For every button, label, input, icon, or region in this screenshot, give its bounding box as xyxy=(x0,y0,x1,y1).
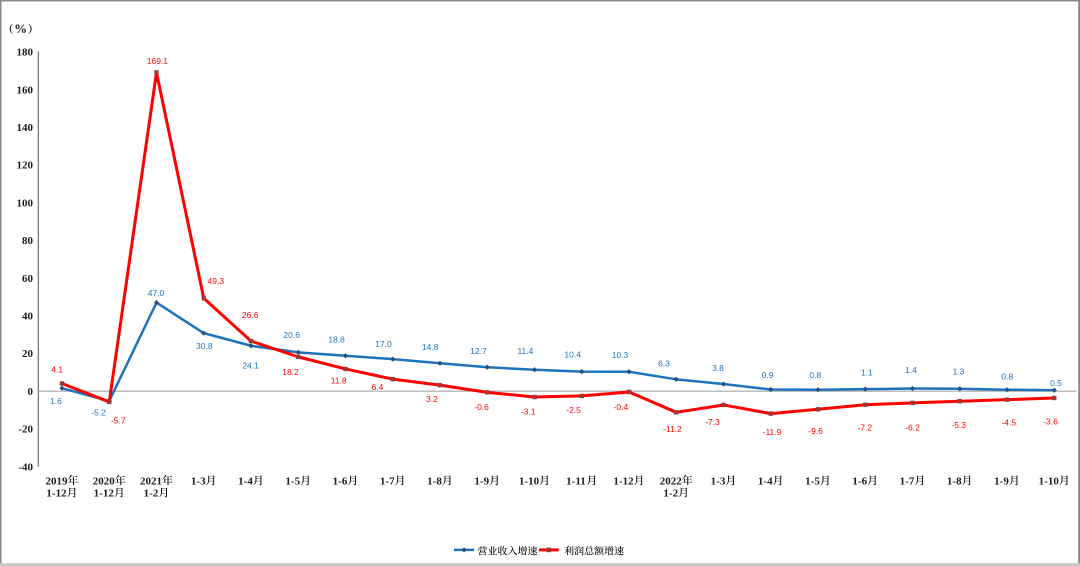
svg-text:24.1: 24.1 xyxy=(242,360,259,370)
svg-text:3.2: 3.2 xyxy=(426,394,438,404)
svg-text:49.3: 49.3 xyxy=(208,276,225,286)
svg-text:-3.6: -3.6 xyxy=(1043,417,1058,427)
svg-text:-5.7: -5.7 xyxy=(111,415,126,425)
svg-text:1-6: 1-6 xyxy=(333,475,348,487)
svg-text:-7.3: -7.3 xyxy=(705,417,720,427)
svg-text:10.3: 10.3 xyxy=(612,350,629,360)
svg-text:1-4: 1-4 xyxy=(238,475,253,487)
svg-text:1-12: 1-12 xyxy=(46,488,67,500)
svg-text:1.3: 1.3 xyxy=(953,367,965,377)
svg-text:1-2: 1-2 xyxy=(663,488,678,500)
svg-text:1-6: 1-6 xyxy=(852,475,867,487)
svg-text:1-5: 1-5 xyxy=(805,475,820,487)
svg-text:1-12: 1-12 xyxy=(613,475,634,487)
svg-text:11.8: 11.8 xyxy=(331,376,347,386)
svg-text:1-11: 1-11 xyxy=(566,475,586,487)
svg-text:10.4: 10.4 xyxy=(564,349,581,359)
svg-text:11.4: 11.4 xyxy=(517,346,533,356)
svg-text:-40: -40 xyxy=(18,461,33,473)
svg-text:18.2: 18.2 xyxy=(282,367,299,377)
svg-text:0.8: 0.8 xyxy=(1001,372,1013,382)
svg-text:160: 160 xyxy=(17,84,34,96)
svg-text:14.8: 14.8 xyxy=(422,342,439,352)
svg-text:1-7: 1-7 xyxy=(900,475,915,487)
svg-text:-20: -20 xyxy=(18,424,33,436)
svg-text:%: % xyxy=(14,21,27,36)
svg-text:12.7: 12.7 xyxy=(470,346,487,356)
svg-text:3.8: 3.8 xyxy=(712,363,724,373)
svg-text:30.8: 30.8 xyxy=(196,341,213,351)
svg-text:140: 140 xyxy=(17,122,34,134)
svg-text:0: 0 xyxy=(28,386,34,398)
svg-text:-7.2: -7.2 xyxy=(857,423,872,433)
svg-text:1-7: 1-7 xyxy=(380,475,395,487)
svg-text:-0.4: -0.4 xyxy=(614,402,629,412)
svg-text:169.1: 169.1 xyxy=(147,56,169,66)
svg-text:0.5: 0.5 xyxy=(1050,378,1062,388)
svg-text:1-9: 1-9 xyxy=(994,475,1009,487)
svg-text:0.9: 0.9 xyxy=(762,370,774,380)
svg-text:1.6: 1.6 xyxy=(50,396,62,406)
svg-text:-11.2: -11.2 xyxy=(663,424,682,434)
svg-text:-4.5: -4.5 xyxy=(1001,418,1016,428)
svg-text:100: 100 xyxy=(17,197,34,209)
svg-text:1-12: 1-12 xyxy=(94,488,115,500)
svg-text:2022: 2022 xyxy=(660,475,683,487)
svg-text:180: 180 xyxy=(17,47,34,59)
svg-text:60: 60 xyxy=(22,273,34,285)
svg-text:-9.6: -9.6 xyxy=(808,426,823,436)
svg-text:-3.1: -3.1 xyxy=(521,407,536,417)
svg-text:1-3: 1-3 xyxy=(711,475,726,487)
svg-text:-11.9: -11.9 xyxy=(763,427,782,437)
svg-text:2020: 2020 xyxy=(93,475,116,487)
svg-text:-5.3: -5.3 xyxy=(951,420,966,430)
svg-text:1-3: 1-3 xyxy=(191,475,206,487)
svg-text:0.8: 0.8 xyxy=(809,370,821,380)
svg-text:17.0: 17.0 xyxy=(375,339,392,349)
svg-text:1.1: 1.1 xyxy=(861,367,873,377)
svg-text:6.4: 6.4 xyxy=(372,382,384,392)
svg-text:1-8: 1-8 xyxy=(427,475,442,487)
svg-text:1-10: 1-10 xyxy=(519,475,540,487)
svg-text:-6.2: -6.2 xyxy=(905,423,920,433)
svg-text:1-2: 1-2 xyxy=(144,488,159,500)
svg-text:40: 40 xyxy=(22,311,34,323)
svg-text:2019: 2019 xyxy=(46,475,69,487)
svg-text:-2.5: -2.5 xyxy=(566,405,581,415)
svg-text:1-5: 1-5 xyxy=(285,475,300,487)
svg-text:20.6: 20.6 xyxy=(283,330,300,340)
svg-text:80: 80 xyxy=(22,235,34,247)
svg-text:1-4: 1-4 xyxy=(758,475,773,487)
svg-text:18.8: 18.8 xyxy=(328,335,345,345)
svg-text:1-10: 1-10 xyxy=(1039,475,1060,487)
svg-text:-5.2: -5.2 xyxy=(91,408,106,418)
svg-text:4.1: 4.1 xyxy=(51,365,63,375)
svg-text:1-9: 1-9 xyxy=(474,475,489,487)
svg-text:120: 120 xyxy=(17,160,34,172)
svg-text:1-8: 1-8 xyxy=(947,475,962,487)
svg-text:26.6: 26.6 xyxy=(242,310,259,320)
svg-text:2021: 2021 xyxy=(140,475,162,487)
svg-text:1.4: 1.4 xyxy=(905,365,917,375)
svg-text:6.3: 6.3 xyxy=(658,359,670,369)
svg-text:-0.6: -0.6 xyxy=(474,402,489,412)
svg-text:47.0: 47.0 xyxy=(148,288,165,298)
svg-text:20: 20 xyxy=(22,348,34,360)
